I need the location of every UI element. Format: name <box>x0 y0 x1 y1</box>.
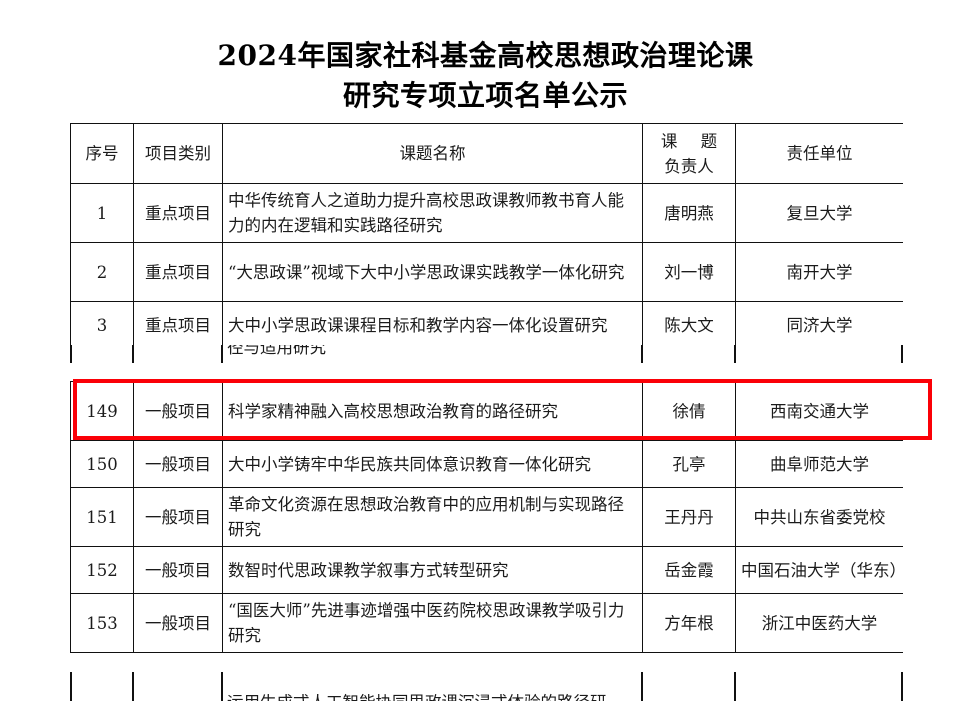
table-vertical-rule <box>734 672 736 701</box>
column-header-leader: 课 题 负责人 <box>642 123 736 184</box>
cell-no: 2 <box>70 242 134 302</box>
cell-no: 3 <box>70 301 134 349</box>
table-vertical-rule <box>132 672 134 701</box>
image-splice-seam <box>0 363 971 377</box>
cell-no: 149 <box>70 381 134 441</box>
cell-category: 一般项目 <box>133 593 223 653</box>
cell-project-name: “国医大师”先进事迹增强中医药院校思政课教学吸引力研究 <box>222 593 643 653</box>
table-vertical-rule <box>221 672 223 701</box>
cell-project-name: 中华传统育人之道助力提升高校思政课教师教书育人能力的内在逻辑和实践路径研究 <box>222 183 643 243</box>
cell-organization: 西南交通大学 <box>735 381 903 441</box>
cell-organization: 复旦大学 <box>735 183 903 243</box>
table-row: 152 一般项目 数智时代思政课教学叙事方式转型研究 岳金霞 中国石油大学（华东… <box>70 546 903 594</box>
column-header-organization: 责任单位 <box>735 123 903 184</box>
table-row: 151 一般项目 革命文化资源在思想政治教育中的应用机制与实现路径研究 王丹丹 … <box>70 487 903 547</box>
table-row: 3 重点项目 大中小学思政课课程目标和教学内容一体化设置研究 陈大文 同济大学 <box>70 301 903 349</box>
cell-project-name: 科学家精神融入高校思想政治教育的路径研究 <box>222 381 643 441</box>
project-listing-table-container: 序号 项目类别 课题名称 课 题 负责人 责任单位 1 重点项目 中华传统育人之… <box>70 123 903 701</box>
cell-no: 150 <box>70 440 134 488</box>
table-row: 153 一般项目 “国医大师”先进事迹增强中医药院校思政课教学吸引力研究 方年根… <box>70 593 903 653</box>
page-title: 2024年国家社科基金高校思想政治理论课 研究专项立项名单公示 <box>0 36 971 116</box>
cell-leader: 徐倩 <box>642 381 736 441</box>
table-vertical-rule <box>901 672 903 701</box>
cell-no: 153 <box>70 593 134 653</box>
cell-organization: 曲阜师范大学 <box>735 440 903 488</box>
cell-no: 152 <box>70 546 134 594</box>
cell-project-name: “大思政课”视域下大中小学思政课实践教学一体化研究 <box>222 242 643 302</box>
cell-category: 重点项目 <box>133 242 223 302</box>
page-title-line-1: 2024年国家社科基金高校思想政治理论课 <box>217 39 754 72</box>
table-vertical-rule <box>641 672 643 701</box>
cell-organization: 南开大学 <box>735 242 903 302</box>
table-vertical-rule <box>70 672 72 701</box>
table-vertical-rule <box>70 345 72 363</box>
column-header-leader-line-1: 课 题 <box>660 131 727 151</box>
clipped-row-bottom-edge-inner: 运用生成式人工智能协同思政课沉浸式体验的路径研 <box>70 672 903 701</box>
cell-leader: 岳金霞 <box>642 546 736 594</box>
cell-leader: 孔亭 <box>642 440 736 488</box>
cell-no: 1 <box>70 183 134 243</box>
cell-leader: 刘一博 <box>642 242 736 302</box>
clipped-row-bottom-edge: 运用生成式人工智能协同思政课沉浸式体验的路径研 <box>70 672 903 701</box>
table-vertical-rule <box>641 345 643 363</box>
clipped-text-fragment: 运用生成式人工智能协同思政课沉浸式体验的路径研 <box>227 690 607 701</box>
clipped-text-fragment: 径与适用研究 <box>227 345 326 357</box>
table-row: 149 一般项目 科学家精神融入高校思想政治教育的路径研究 徐倩 西南交通大学 <box>70 381 903 441</box>
column-header-project-name: 课题名称 <box>222 123 643 184</box>
cell-project-name: 大中小学思政课课程目标和教学内容一体化设置研究 <box>222 301 643 349</box>
page-title-line-2: 研究专项立项名单公示 <box>342 79 628 112</box>
table-vertical-rule <box>132 345 134 363</box>
cell-category: 重点项目 <box>133 301 223 349</box>
cell-category: 一般项目 <box>133 487 223 547</box>
column-header-leader-line-2: 负责人 <box>664 156 714 176</box>
cell-organization: 中共山东省委党校 <box>735 487 903 547</box>
cell-organization: 浙江中医药大学 <box>735 593 903 653</box>
table-header-row: 序号 项目类别 课题名称 课 题 负责人 责任单位 <box>70 123 903 184</box>
cell-category: 一般项目 <box>133 440 223 488</box>
table-row: 2 重点项目 “大思政课”视域下大中小学思政课实践教学一体化研究 刘一博 南开大… <box>70 242 903 302</box>
cell-category: 一般项目 <box>133 381 223 441</box>
table-vertical-rule <box>734 345 736 363</box>
clipped-row-above-seam-inner: 径与适用研究 <box>70 345 903 363</box>
cell-project-name: 革命文化资源在思想政治教育中的应用机制与实现路径研究 <box>222 487 643 547</box>
table-row: 1 重点项目 中华传统育人之道助力提升高校思政课教师教书育人能力的内在逻辑和实践… <box>70 183 903 243</box>
cell-category: 一般项目 <box>133 546 223 594</box>
cell-leader: 陈大文 <box>642 301 736 349</box>
cell-project-name: 大中小学铸牢中华民族共同体意识教育一体化研究 <box>222 440 643 488</box>
cell-organization: 同济大学 <box>735 301 903 349</box>
cell-category: 重点项目 <box>133 183 223 243</box>
clipped-row-above-seam: 径与适用研究 <box>70 345 903 363</box>
cell-organization: 中国石油大学（华东） <box>735 546 903 594</box>
cell-leader: 方年根 <box>642 593 736 653</box>
table-header: 序号 项目类别 课题名称 课 题 负责人 责任单位 <box>70 123 903 184</box>
table-body: 1 重点项目 中华传统育人之道助力提升高校思政课教师教书育人能力的内在逻辑和实践… <box>70 183 903 653</box>
cell-leader: 王丹丹 <box>642 487 736 547</box>
cell-project-name: 数智时代思政课教学叙事方式转型研究 <box>222 546 643 594</box>
table-vertical-rule <box>221 345 223 363</box>
column-header-no: 序号 <box>70 123 134 184</box>
cell-leader: 唐明燕 <box>642 183 736 243</box>
project-listing-table: 序号 项目类别 课题名称 课 题 负责人 责任单位 1 重点项目 中华传统育人之… <box>70 123 903 653</box>
column-header-category: 项目类别 <box>133 123 223 184</box>
cell-no: 151 <box>70 487 134 547</box>
table-row: 150 一般项目 大中小学铸牢中华民族共同体意识教育一体化研究 孔亭 曲阜师范大… <box>70 440 903 488</box>
table-vertical-rule <box>901 345 903 363</box>
